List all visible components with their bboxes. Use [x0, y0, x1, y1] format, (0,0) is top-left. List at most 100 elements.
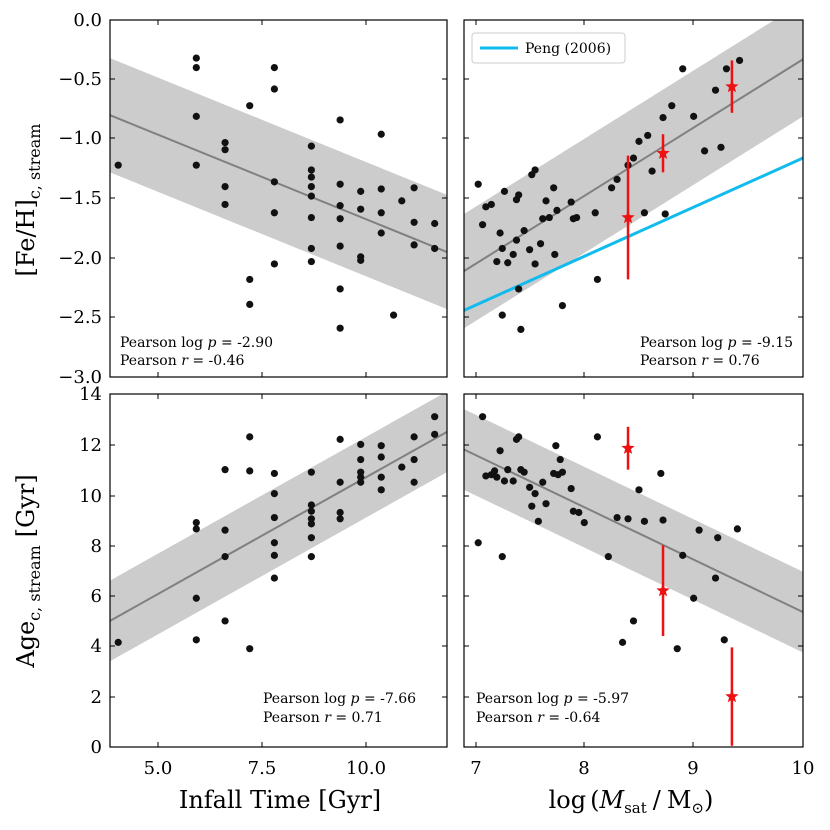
annotation-r-top-right: Pearson r = 0.76	[640, 353, 760, 369]
data-point	[539, 478, 547, 486]
data-point	[496, 447, 504, 455]
data-point	[377, 486, 385, 494]
data-point	[531, 260, 539, 268]
data-point	[700, 147, 709, 155]
data-point	[270, 469, 278, 478]
annotation-r-prefix: Pearson	[120, 353, 177, 369]
data-point	[307, 173, 315, 181]
data-point	[673, 645, 681, 653]
data-point	[270, 209, 278, 217]
data-point	[377, 473, 385, 481]
data-point	[531, 166, 539, 174]
plot-area	[110, 394, 447, 662]
annotation-equals: =	[548, 710, 560, 726]
annotation-p-symbol: p	[564, 691, 573, 707]
data-point	[192, 518, 200, 527]
y-tick-label: 0.0	[73, 10, 102, 31]
data-point	[526, 246, 534, 254]
annotation-p-symbol: p	[208, 335, 217, 351]
data-point	[648, 167, 656, 175]
star-point	[725, 79, 739, 93]
data-point	[270, 574, 278, 582]
y-axis-label-age: Agec, stream [Gyr]	[12, 474, 44, 668]
data-point	[431, 219, 439, 228]
data-point	[526, 483, 534, 491]
data-point	[629, 617, 638, 625]
annotation-equals: =	[364, 691, 376, 707]
panel-age-vs-mass: 7 8 9 10	[463, 393, 815, 779]
data-point	[336, 435, 344, 443]
data-point	[377, 130, 385, 138]
data-point	[357, 187, 365, 195]
data-point	[690, 112, 698, 120]
star-point	[621, 441, 635, 454]
annotation-logp-value: -7.66	[380, 691, 416, 707]
data-point	[567, 484, 575, 493]
annotation-logp-value: -5.97	[593, 691, 629, 707]
data-point	[491, 467, 499, 475]
data-point	[357, 478, 365, 486]
data-point	[593, 275, 602, 284]
fit-line	[110, 430, 447, 622]
annotation-r-prefix: Pearson	[640, 353, 697, 369]
data-point	[528, 502, 536, 510]
x-tick-label: 10	[792, 758, 815, 779]
data-point	[733, 525, 741, 533]
y-tick-label: 8	[91, 536, 102, 557]
data-point	[575, 508, 583, 517]
annotation-p-symbol: p	[728, 335, 737, 351]
data-point	[534, 517, 542, 525]
data-point	[498, 244, 506, 253]
data-point	[498, 311, 506, 319]
y-tick-label: −3.0	[58, 367, 102, 388]
data-point	[270, 64, 278, 72]
x-axis-label-satellite-mass: log (Msat / M⊙)	[549, 786, 714, 817]
data-point	[336, 242, 344, 250]
data-point	[493, 473, 501, 481]
annotation-equals: =	[221, 335, 233, 351]
y-axis-label-age-subscript: c, stream	[25, 545, 44, 621]
y-tick-label: −1.5	[58, 188, 102, 209]
data-point	[556, 455, 564, 464]
y-tick-label: 12	[79, 435, 102, 456]
x-axis-label-separator: /	[653, 786, 662, 814]
y-axis-label-metallicity-subscript: c, stream	[25, 124, 44, 200]
data-point	[520, 227, 528, 235]
axes-frame	[109, 393, 448, 748]
data-point	[246, 102, 254, 110]
data-point	[608, 184, 616, 192]
data-point	[659, 516, 667, 524]
data-point	[192, 161, 200, 169]
data-point	[635, 486, 643, 494]
data-point	[377, 442, 385, 450]
data-point	[478, 413, 487, 421]
y-tick-label: 14	[79, 384, 102, 405]
annotation-r-value: 0.71	[352, 710, 383, 726]
data-point	[640, 209, 649, 217]
data-point	[221, 200, 229, 209]
data-point	[336, 215, 344, 223]
annotation-logp-value: -9.15	[757, 335, 793, 351]
data-point	[591, 209, 599, 217]
data-point	[336, 508, 344, 517]
data-point	[246, 645, 254, 653]
data-point	[270, 551, 278, 559]
star-point	[656, 146, 670, 159]
annotation-logp-prefix: Pearson log	[120, 335, 203, 351]
data-point	[679, 551, 687, 559]
data-point	[500, 187, 509, 195]
data-point	[307, 507, 315, 515]
x-tick-label: 7	[470, 758, 481, 779]
data-point	[221, 617, 229, 625]
data-point	[336, 116, 344, 124]
data-point	[307, 166, 315, 174]
data-point	[246, 275, 254, 284]
data-point	[431, 244, 439, 253]
data-point	[542, 500, 550, 508]
data-point	[377, 209, 385, 217]
y-tick-label: −2.5	[58, 307, 102, 328]
y-tick-label: −1.0	[58, 128, 102, 149]
x-tick-label: 10.0	[346, 758, 386, 779]
panel-age-vs-infall: 5.0 7.5 10.0 0 2 4 6 8 10 12 14	[79, 384, 448, 779]
